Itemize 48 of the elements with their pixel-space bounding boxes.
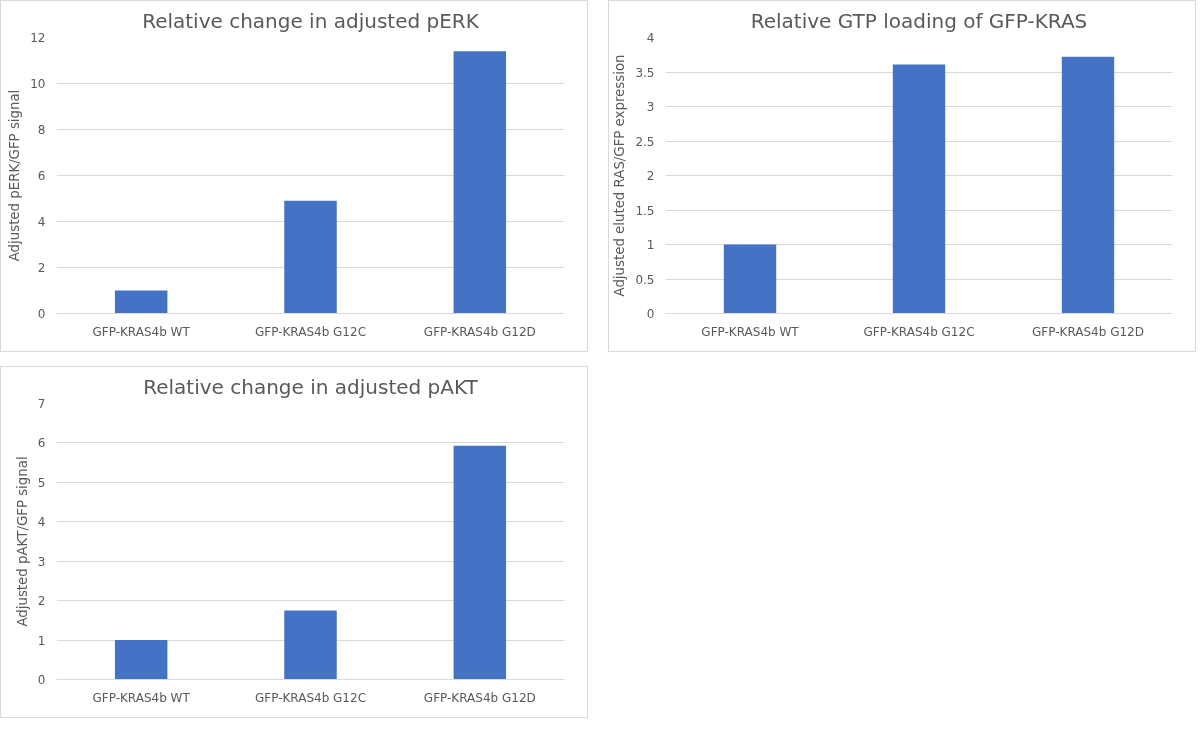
bar <box>453 445 507 680</box>
bar <box>284 610 337 680</box>
bar <box>114 640 168 680</box>
bar <box>1061 56 1115 314</box>
y-tick-label: 3 <box>37 554 46 569</box>
y-tick-label: 3.5 <box>635 65 655 80</box>
y-axis-title: Adjusted pERK/GFP signal <box>7 89 23 262</box>
x-tick-label: GFP-KRAS4b WT <box>92 690 191 705</box>
y-tick-label: 10 <box>30 77 46 91</box>
bar <box>453 51 507 314</box>
bar <box>114 290 168 314</box>
y-tick-label: 4 <box>37 215 46 229</box>
y-tick-label: 2 <box>37 261 46 275</box>
y-tick-label: 4 <box>646 31 655 45</box>
x-tick-label: GFP-KRAS4b G12D <box>423 690 536 705</box>
y-tick-label: 2.5 <box>635 134 655 149</box>
y-tick-label: 4 <box>37 515 46 530</box>
x-tick-label: GFP-KRAS4b G12D <box>423 324 536 339</box>
y-axis-title: Adjusted eluted RAS/GFP expression <box>612 54 628 297</box>
x-tick-label: GFP-KRAS4b G12D <box>1032 324 1144 339</box>
x-tick-label: GFP-KRAS4b G12C <box>863 324 975 339</box>
y-tick-label: 6 <box>37 436 46 451</box>
y-tick-label: 7 <box>37 397 46 411</box>
bar <box>723 244 777 314</box>
y-tick-label: 0 <box>646 307 655 321</box>
chart-title: Relative change in adjusted pAKT <box>143 374 479 399</box>
x-tick-label: GFP-KRAS4b G12C <box>254 324 367 339</box>
y-tick-label: 0.5 <box>635 272 655 287</box>
y-tick-label: 2 <box>646 169 655 183</box>
y-tick-label: 1.5 <box>635 203 655 218</box>
y-tick-label: 0 <box>37 307 46 321</box>
x-tick-label: GFP-KRAS4b WT <box>701 324 800 339</box>
y-tick-label: 6 <box>37 169 46 183</box>
y-tick-label: 3 <box>646 100 655 114</box>
y-tick-label: 1 <box>646 238 655 252</box>
y-axis-title: Adjusted pAKT/GFP signal <box>14 456 30 627</box>
y-tick-label: 2 <box>37 594 46 609</box>
x-tick-label: GFP-KRAS4b WT <box>92 324 191 339</box>
y-tick-label: 8 <box>37 123 46 137</box>
y-tick-label: 12 <box>30 31 46 45</box>
chart-title: Relative GTP loading of GFP-KRAS <box>750 8 1088 33</box>
y-tick-label: 1 <box>37 633 46 648</box>
y-tick-label: 5 <box>37 475 46 490</box>
bar <box>284 200 337 314</box>
bar <box>892 64 946 314</box>
y-tick-label: 0 <box>37 673 46 687</box>
chart-title: Relative change in adjusted pERK <box>142 8 480 33</box>
x-tick-label: GFP-KRAS4b G12C <box>254 690 367 705</box>
